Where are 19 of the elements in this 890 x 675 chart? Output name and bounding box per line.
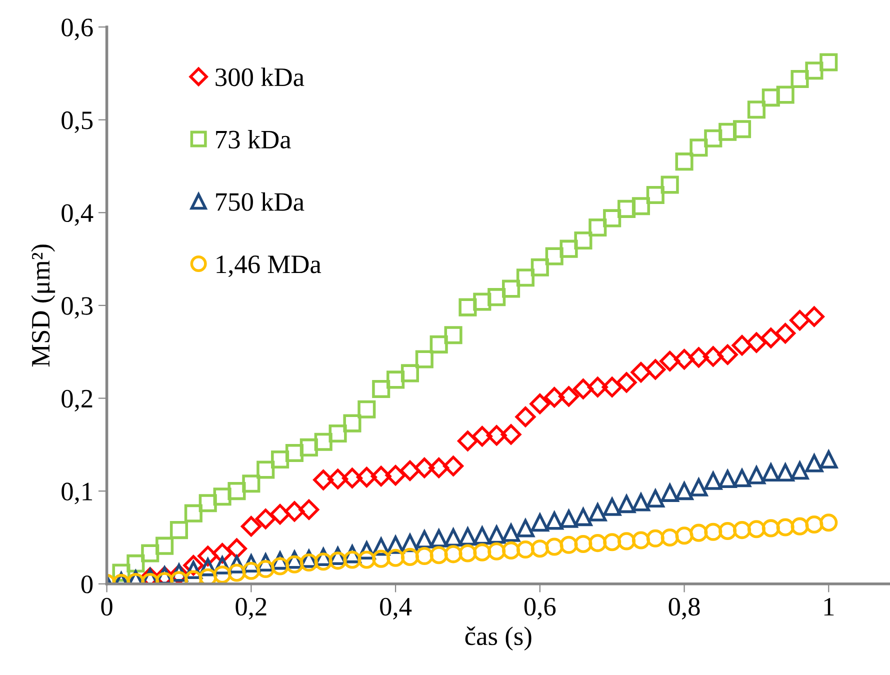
y-tick-label: 0,6 (62, 18, 93, 40)
x-axis-title: čas (s) (465, 626, 532, 651)
y-tick-label: 0,4 (62, 204, 94, 226)
y-tick-label: 0 (81, 575, 93, 594)
x-tick-label: 0,6 (524, 598, 556, 620)
y-tick-label: 0,2 (62, 390, 92, 412)
y-tick-label: 0,5 (62, 111, 93, 134)
x-tick-label: 0 (101, 598, 112, 616)
x-tick-label: 0,2 (236, 598, 266, 620)
y-axis-title: MSD (μm²) (31, 244, 56, 367)
x-tick-label: 0,4 (380, 598, 412, 620)
y-tick-label: 0,1 (62, 482, 92, 504)
y-tick-label: 0,3 (62, 297, 93, 319)
legend-label: 73 kDa (216, 130, 291, 149)
x-tick-label: 1 (824, 598, 834, 616)
legend-label: 750 kDa (216, 192, 304, 211)
legend-label: 1,46 MDa (216, 256, 322, 278)
legend-label: 300 kDa (216, 68, 304, 86)
x-tick-label: 0,8 (668, 598, 700, 620)
